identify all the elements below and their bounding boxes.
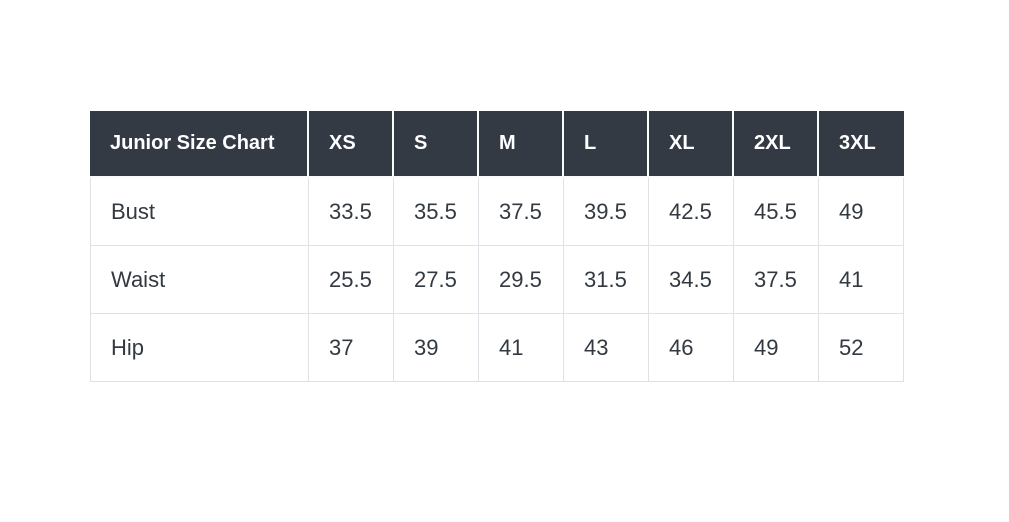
size-value-cell: 52	[819, 314, 904, 382]
size-value-cell: 27.5	[394, 246, 479, 314]
size-column-header-3xl: 3XL	[819, 111, 904, 178]
size-column-header-2xl: 2XL	[734, 111, 819, 178]
size-value-cell: 43	[564, 314, 649, 382]
size-value-cell: 37.5	[479, 178, 564, 246]
size-value-cell: 41	[479, 314, 564, 382]
measurement-label-cell: Hip	[90, 314, 309, 382]
size-value-cell: 45.5	[734, 178, 819, 246]
size-value-cell: 42.5	[649, 178, 734, 246]
size-chart-header-row: Junior Size Chart XS S M L XL 2XL 3XL	[90, 111, 904, 178]
size-value-cell: 37.5	[734, 246, 819, 314]
size-value-cell: 49	[819, 178, 904, 246]
size-chart-body: Bust 33.5 35.5 37.5 39.5 42.5 45.5 49 Waist 25.5 2…	[90, 178, 904, 382]
table-row-waist: Waist 25.5 27.5 29.5 31.5 34.5 37.5 41	[90, 246, 904, 314]
size-value-cell: 33.5	[309, 178, 394, 246]
size-value-cell: 39.5	[564, 178, 649, 246]
size-column-header-l: L	[564, 111, 649, 178]
size-column-header-s: S	[394, 111, 479, 178]
size-value-cell: 31.5	[564, 246, 649, 314]
table-title-cell: Junior Size Chart	[90, 111, 309, 178]
size-value-cell: 41	[819, 246, 904, 314]
size-value-cell: 39	[394, 314, 479, 382]
size-value-cell: 46	[649, 314, 734, 382]
size-value-cell: 35.5	[394, 178, 479, 246]
table-row-hip: Hip 37 39 41 43 46 49 52	[90, 314, 904, 382]
size-chart-header: Junior Size Chart XS S M L XL 2XL 3XL	[90, 111, 904, 178]
size-column-header-xl: XL	[649, 111, 734, 178]
size-value-cell: 49	[734, 314, 819, 382]
size-column-header-xs: XS	[309, 111, 394, 178]
size-value-cell: 34.5	[649, 246, 734, 314]
measurement-label-cell: Waist	[90, 246, 309, 314]
size-value-cell: 37	[309, 314, 394, 382]
size-column-header-m: M	[479, 111, 564, 178]
size-value-cell: 29.5	[479, 246, 564, 314]
size-value-cell: 25.5	[309, 246, 394, 314]
table-row-bust: Bust 33.5 35.5 37.5 39.5 42.5 45.5 49	[90, 178, 904, 246]
junior-size-chart-table: Junior Size Chart XS S M L XL 2XL 3XL Bust 33.5…	[90, 111, 904, 382]
measurement-label-cell: Bust	[90, 178, 309, 246]
